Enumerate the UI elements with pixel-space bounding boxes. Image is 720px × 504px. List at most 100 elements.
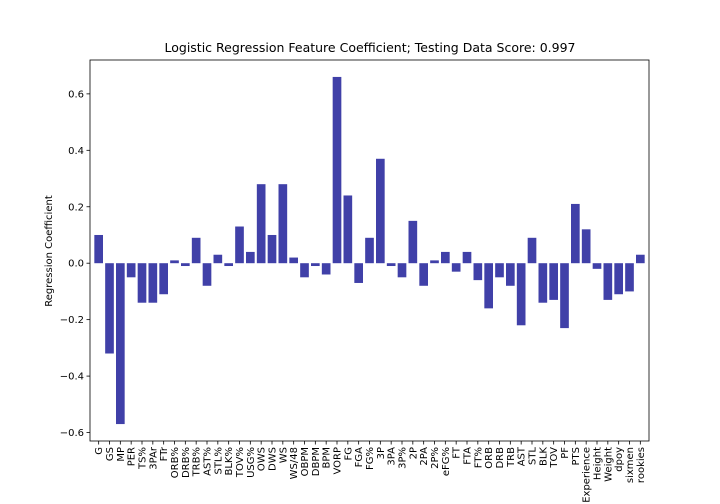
plot-frame	[89, 59, 650, 442]
bar	[376, 158, 385, 264]
x-tick-label: TRB%	[192, 447, 203, 477]
x-tick-label: BLK%	[224, 447, 235, 476]
bar	[462, 251, 472, 264]
x-tick-label: TS%	[138, 447, 149, 470]
x-tick-label: ORB	[484, 447, 495, 469]
bar	[256, 184, 266, 264]
x-tick-label: DBPM	[311, 447, 322, 476]
x-tick-label: DRB	[495, 447, 506, 469]
bar	[614, 263, 623, 295]
x-tick-label: STL%	[213, 447, 224, 475]
x-tick-label: rookies	[636, 447, 647, 483]
x-tick-label: GS	[105, 447, 116, 461]
x-tick-label: dpoy	[614, 447, 625, 472]
x-tick-label: FTA	[463, 447, 474, 465]
bar	[181, 263, 190, 267]
bar	[235, 226, 244, 264]
x-tick-label: BLK	[538, 447, 549, 466]
bar	[592, 263, 602, 269]
x-tick-label: PF	[560, 447, 571, 459]
bar	[516, 263, 526, 326]
x-tick-label: WS/48	[289, 447, 300, 479]
bar	[94, 234, 103, 264]
x-tick-label: 2PA	[419, 447, 430, 466]
bar	[571, 203, 580, 264]
bar	[246, 251, 255, 264]
bar	[451, 263, 461, 272]
x-tick-label: 3P	[376, 447, 387, 459]
bar	[321, 263, 331, 275]
bar	[213, 254, 223, 264]
bar	[636, 254, 645, 264]
y-tick-label: 0.0	[68, 259, 84, 270]
x-tick-label: TRB	[506, 447, 517, 468]
y-tick-label: 0.2	[68, 202, 84, 213]
bar	[170, 260, 179, 264]
x-tick-label: PER	[127, 447, 138, 466]
bar	[527, 237, 537, 264]
x-tick-label: DRB%	[181, 447, 192, 478]
bar	[365, 237, 374, 264]
x-tick-label: BPM	[322, 447, 333, 469]
x-tick-label: FGA	[354, 447, 365, 468]
bar	[560, 263, 569, 329]
bar	[419, 263, 428, 286]
bar	[224, 263, 233, 267]
bar	[159, 263, 168, 295]
y-tick-label: −0.6	[60, 428, 84, 439]
bar	[386, 263, 396, 267]
x-tick-label: 3PAr	[148, 446, 159, 470]
bars-group	[94, 76, 645, 425]
bar	[506, 263, 515, 286]
bar	[332, 76, 342, 264]
bar	[148, 263, 158, 303]
bar	[105, 263, 114, 354]
x-tick-label: 2P%	[430, 447, 441, 469]
x-tick-label: TOV%	[235, 447, 246, 478]
x-tick-label: Weight	[603, 447, 614, 482]
bar	[430, 260, 439, 264]
x-tick-label: G	[94, 447, 105, 455]
x-tick-label: 3PA	[387, 447, 398, 466]
x-tick-label: FG%	[365, 447, 376, 470]
bar	[549, 263, 558, 300]
bar	[343, 195, 353, 264]
chart-title: Logistic Regression Feature Coefficient;…	[165, 40, 576, 55]
bar	[202, 263, 212, 286]
y-axis: −0.6 −0.4 −0.2 0.0 0.2 0.4 0.6	[60, 89, 90, 439]
y-tick-label: −0.4	[60, 372, 84, 383]
bar	[354, 263, 363, 283]
x-tick-label: OBPM	[300, 447, 311, 476]
x-tick-label: TOV	[549, 447, 560, 469]
x-tick-label: VORP	[333, 447, 344, 475]
bar	[191, 237, 201, 264]
bar	[538, 263, 548, 303]
x-tick-label: 2P	[408, 447, 419, 459]
x-tick-label: AST	[517, 446, 528, 466]
x-tick-label: OWS	[257, 447, 268, 471]
x-tick-label: Experience	[582, 447, 593, 503]
x-tick-label: MP	[116, 447, 127, 462]
bar	[441, 251, 450, 264]
bar	[137, 263, 147, 303]
x-tick-label: FTr	[159, 446, 170, 461]
y-axis-label: Regression Coefficient	[44, 195, 55, 307]
x-tick-label: FT%	[473, 447, 484, 468]
x-tick-label: eFG%	[441, 447, 452, 476]
x-tick-label: STL	[528, 447, 539, 465]
bar	[408, 220, 418, 264]
x-tick-label: FT	[452, 446, 463, 459]
bar	[300, 263, 309, 278]
bar	[397, 263, 407, 278]
x-tick-label: Height	[593, 447, 604, 480]
y-tick-label: 0.4	[68, 146, 84, 157]
x-tick-label: FG	[343, 447, 354, 461]
bar	[116, 263, 125, 425]
y-tick-label: 0.6	[68, 89, 84, 100]
bar	[311, 263, 320, 267]
bar	[267, 234, 277, 264]
bar	[603, 263, 613, 300]
x-tick-label: PTS	[571, 447, 582, 466]
bar	[289, 257, 298, 264]
